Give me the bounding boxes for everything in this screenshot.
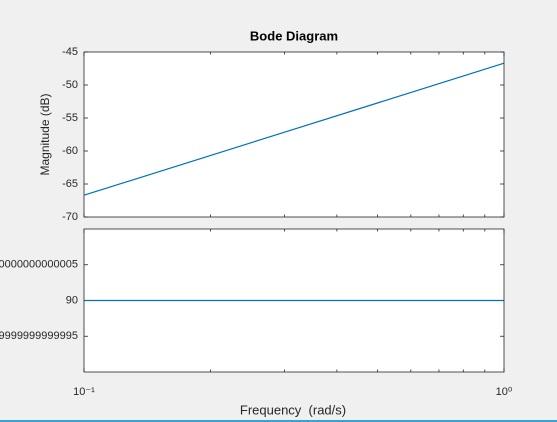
x-axis-label: Frequency (rad/s) <box>240 402 346 417</box>
axes-background <box>84 52 504 217</box>
y-tick-label: -60 <box>62 145 78 157</box>
y-axis-label: Magnitude (dB) <box>38 93 52 175</box>
y-tick-label: -55 <box>62 112 78 124</box>
x-tick-label: 10⁻¹ <box>73 386 95 398</box>
y-tick-label: -65 <box>62 178 78 190</box>
y-tick-label: -45 <box>62 46 78 58</box>
x-tick-label: 10⁰ <box>496 386 513 398</box>
chart-title: Bode Diagram <box>250 28 338 43</box>
y-tick-label: 90 <box>66 294 78 306</box>
axes-box <box>83 228 505 373</box>
y-tick-label: -50 <box>62 79 78 91</box>
axes-box <box>83 51 505 218</box>
y-tick-label: -70 <box>62 211 78 223</box>
y-tick-label: 89.9999999999995 <box>0 330 78 342</box>
data-line <box>83 62 505 196</box>
y-tick-label: 90.0000000000005 <box>0 259 78 271</box>
